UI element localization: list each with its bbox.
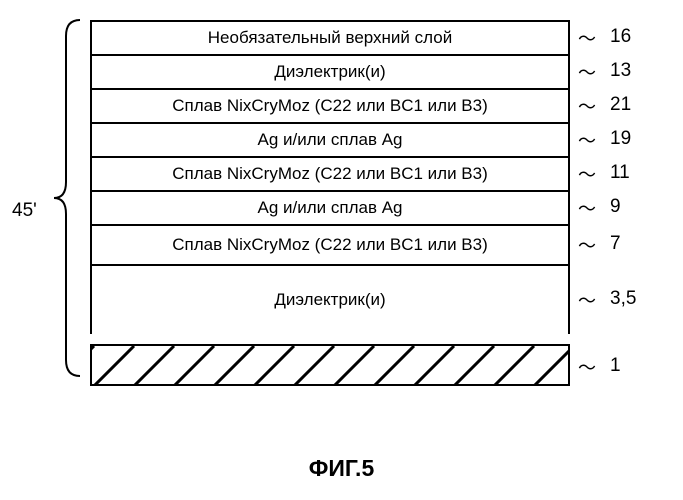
layer-13: Диэлектрик(и) <box>90 54 570 88</box>
layer-9: Ag и/или сплав Ag <box>90 190 570 224</box>
layer-7: Сплав NixCryMoz (C22 или BC1 или B3) <box>90 224 570 264</box>
lead-line: ～ <box>578 195 592 221</box>
brace <box>50 18 86 388</box>
layer-text: Сплав NixCryMoz (C22 или BC1 или B3) <box>172 235 488 255</box>
layer-text: Сплав NixCryMoz (C22 или BC1 или B3) <box>172 164 488 184</box>
lead-line: ～ <box>578 161 592 187</box>
layer-number: 11 <box>610 162 630 184</box>
layer-stack: Необязательный верхний слой Диэлектрик(и)… <box>90 20 570 386</box>
lead-line: ～ <box>578 354 592 380</box>
layer-text: Ag и/или сплав Ag <box>258 130 403 150</box>
layer-3,5: Диэлектрик(и) <box>90 264 570 334</box>
layer-number: 9 <box>610 196 621 218</box>
layer-number: 3,5 <box>610 288 636 310</box>
layer-text: Диэлектрик(и) <box>274 62 385 82</box>
layer-text: Необязательный верхний слой <box>208 28 452 48</box>
layer-number: 16 <box>610 26 631 48</box>
lead-line: ～ <box>578 127 592 153</box>
lead-line: ～ <box>578 59 592 85</box>
lead-line: ～ <box>578 93 592 119</box>
layer-16: Необязательный верхний слой <box>90 20 570 54</box>
figure-caption: ФИГ.5 <box>0 455 683 482</box>
layer-number: 1 <box>610 355 621 377</box>
layer-text: Сплав NixCryMoz (C22 или BC1 или B3) <box>172 96 488 116</box>
layer-number: 19 <box>610 128 631 150</box>
layer-text: Диэлектрик(и) <box>274 290 385 310</box>
substrate <box>90 344 570 386</box>
layer-19: Ag и/или сплав Ag <box>90 122 570 156</box>
brace-label: 45' <box>12 200 37 222</box>
layer-number: 21 <box>610 94 631 116</box>
layer-21: Сплав NixCryMoz (C22 или BC1 или B3) <box>90 88 570 122</box>
layer-11: Сплав NixCryMoz (C22 или BC1 или B3) <box>90 156 570 190</box>
layer-number: 7 <box>610 233 621 255</box>
layer-number: 13 <box>610 60 631 82</box>
lead-line: ～ <box>578 287 592 313</box>
lead-line: ～ <box>578 25 592 51</box>
lead-line: ～ <box>578 232 592 258</box>
layer-text: Ag и/или сплав Ag <box>258 198 403 218</box>
